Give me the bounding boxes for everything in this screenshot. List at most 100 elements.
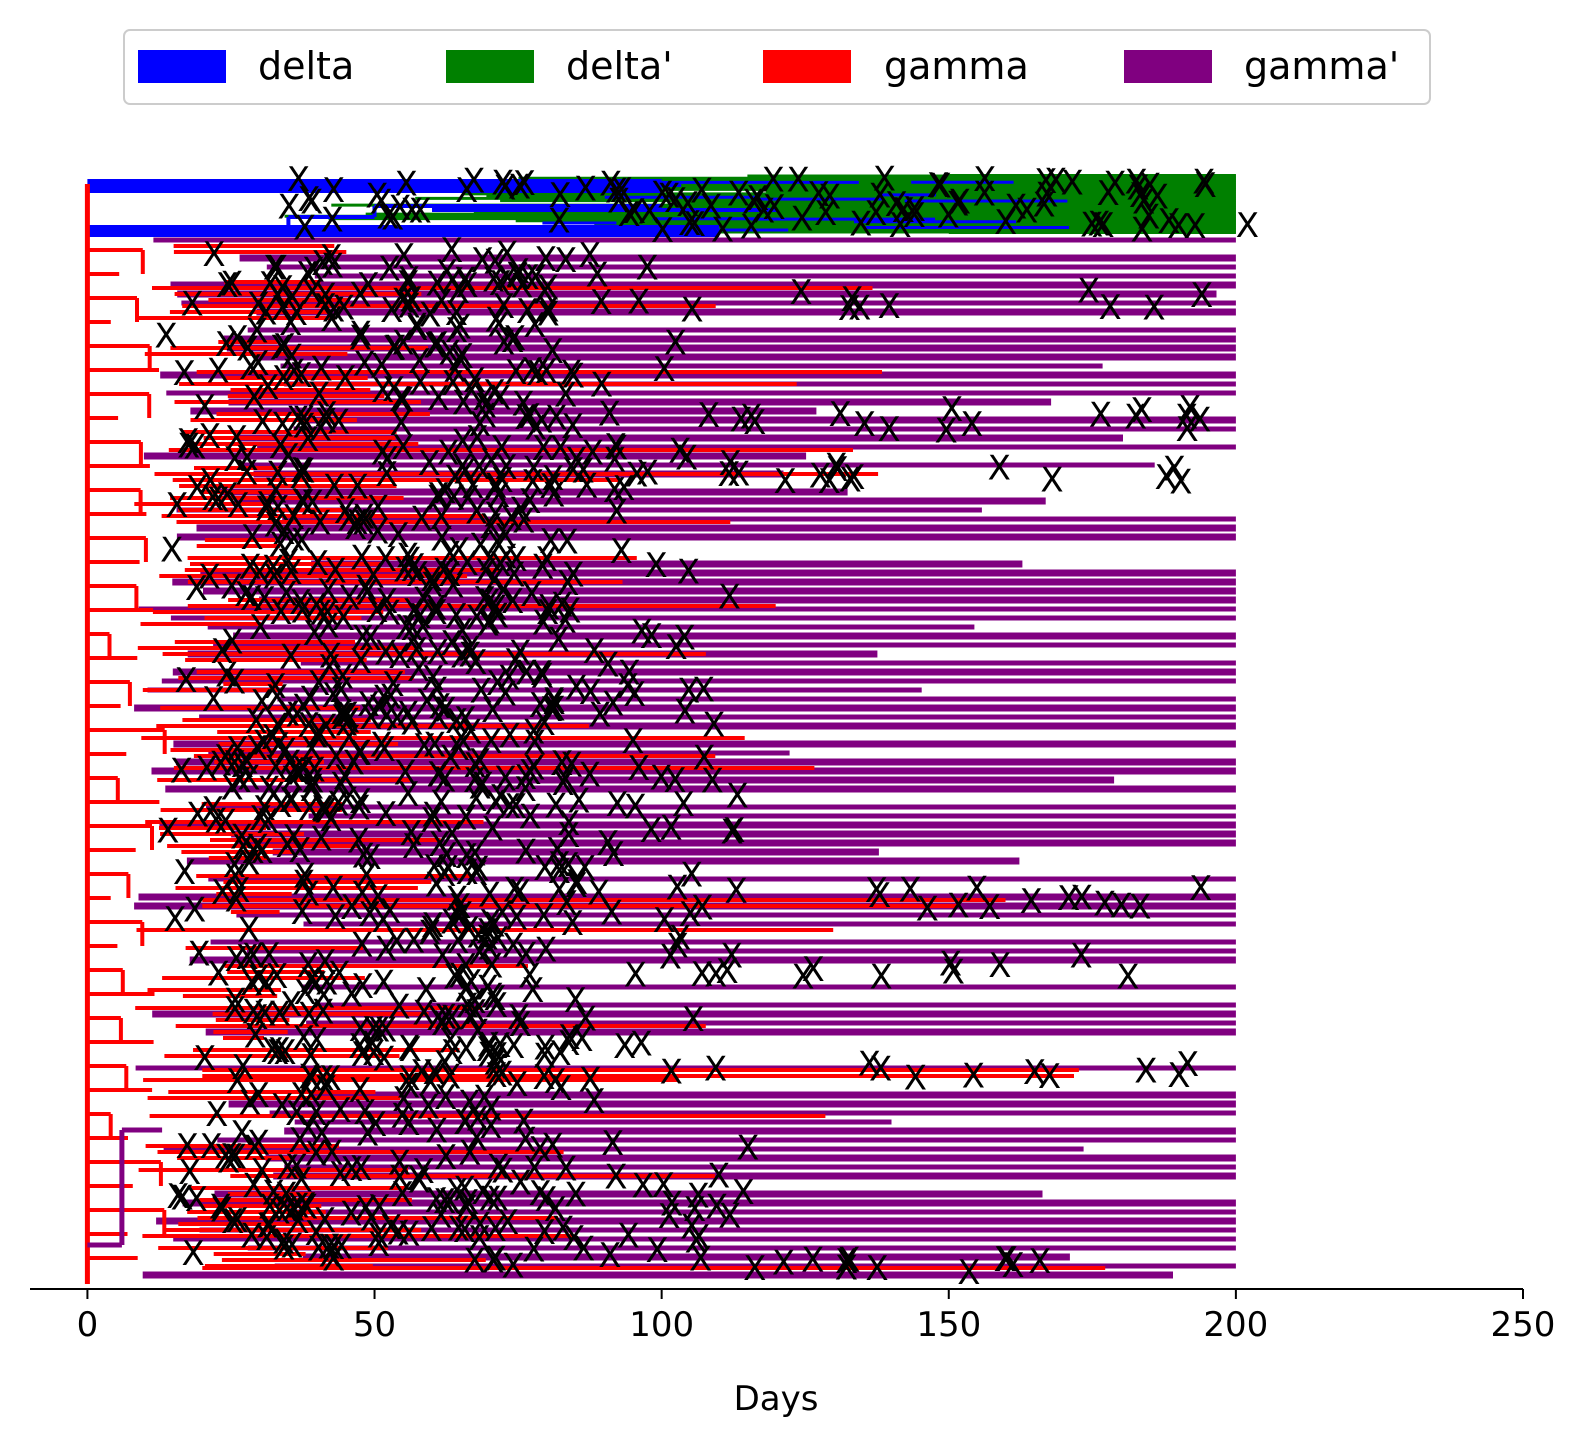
event-marker: X: [535, 540, 558, 580]
event-marker: X: [290, 1076, 313, 1116]
event-marker: X: [402, 621, 425, 661]
event-marker: X: [349, 319, 372, 359]
event-marker: X: [512, 1102, 535, 1142]
event-marker: X: [248, 554, 271, 594]
event-marker: X: [549, 1069, 572, 1109]
event-marker: X: [824, 446, 847, 486]
event-marker: X: [335, 780, 358, 820]
event-marker: X: [690, 888, 713, 928]
event-marker: X: [316, 593, 339, 633]
event-marker: X: [458, 1083, 481, 1123]
event-marker: X: [720, 812, 743, 852]
event-marker: X: [929, 167, 952, 207]
event-marker: X: [298, 789, 321, 829]
event-marker: X: [418, 914, 441, 954]
event-marker: X: [514, 770, 537, 810]
event-marker: X: [289, 583, 312, 623]
event-marker: X: [374, 633, 397, 673]
event-marker: X: [491, 1152, 514, 1192]
event-marker: X: [467, 916, 490, 956]
event-marker: X: [942, 953, 965, 993]
legend-swatch-gamma-prime: [1124, 50, 1212, 83]
event-marker: X: [630, 613, 653, 653]
event-marker: X: [370, 725, 393, 765]
event-marker: X: [965, 870, 988, 910]
event-marker: X: [286, 1186, 309, 1226]
event-marker: X: [279, 985, 302, 1025]
event-marker: X: [308, 715, 331, 755]
event-marker: X: [454, 970, 477, 1010]
event-marker: X: [223, 663, 246, 703]
event-marker: X: [646, 1231, 669, 1271]
event-marker: X: [264, 749, 287, 789]
event-marker: X: [311, 993, 334, 1033]
event-marker: X: [246, 828, 269, 868]
event-marker: X: [485, 1048, 508, 1088]
event-marker: X: [324, 898, 347, 938]
event-marker: X: [322, 171, 345, 211]
event-marker: X: [1096, 174, 1119, 214]
event-marker: X: [247, 1076, 270, 1116]
event-marker: X: [507, 252, 530, 292]
event-marker: X: [454, 1103, 477, 1143]
event-marker: X: [603, 441, 626, 481]
event-marker: X: [471, 241, 494, 281]
event-marker: X: [423, 848, 446, 888]
event-marker: X: [214, 1138, 237, 1178]
event-marker: X: [532, 897, 555, 937]
event-marker: X: [186, 795, 209, 835]
event-marker: X: [410, 500, 433, 540]
event-marker: X: [270, 328, 293, 368]
event-marker: X: [210, 632, 233, 672]
event-marker: X: [391, 1097, 414, 1137]
event-marker: X: [562, 357, 585, 397]
event-marker: X: [388, 1159, 411, 1199]
event-marker: X: [166, 1177, 189, 1217]
event-marker: X: [476, 919, 499, 959]
event-marker: X: [333, 758, 356, 798]
event-marker: X: [332, 599, 355, 639]
event-marker: X: [484, 1056, 507, 1096]
event-marker: X: [720, 936, 743, 976]
event-marker: X: [564, 981, 587, 1021]
event-marker: X: [533, 1036, 556, 1076]
event-marker: X: [865, 1249, 888, 1289]
event-marker: X: [282, 520, 305, 560]
event-marker: X: [226, 730, 249, 770]
event-marker: X: [173, 354, 196, 394]
legend-label-delta-prime: delta': [566, 44, 673, 88]
event-marker: X: [638, 193, 661, 233]
event-marker: X: [574, 1000, 597, 1040]
event-marker: X: [273, 327, 296, 367]
event-marker: X: [327, 785, 350, 825]
event-marker: X: [660, 1184, 683, 1224]
event-marker: X: [683, 205, 706, 245]
event-marker: X: [518, 753, 541, 793]
event-marker: X: [554, 1149, 577, 1189]
event-marker: X: [424, 593, 447, 633]
event-marker: X: [274, 731, 297, 771]
event-marker: X: [1044, 162, 1067, 202]
event-marker: X: [237, 910, 260, 950]
event-marker: X: [550, 744, 573, 784]
event-marker: X: [485, 986, 508, 1026]
event-marker: X: [1069, 937, 1092, 977]
event-marker: X: [1157, 202, 1180, 242]
event-marker: X: [319, 1059, 342, 1099]
event-marker: X: [489, 778, 512, 818]
event-marker: X: [206, 352, 229, 392]
event-marker: X: [224, 1138, 247, 1178]
event-marker: X: [264, 471, 287, 511]
event-marker: X: [699, 187, 722, 227]
event-marker: X: [502, 1027, 525, 1067]
event-marker: X: [701, 761, 724, 801]
event-marker: X: [316, 572, 339, 612]
event-marker: X: [612, 469, 635, 509]
event-marker: X: [692, 670, 715, 710]
event-marker: X: [226, 1062, 249, 1102]
event-marker: X: [334, 492, 357, 532]
event-marker: X: [334, 359, 357, 399]
event-marker: X: [578, 236, 601, 276]
event-marker: X: [262, 1173, 285, 1213]
event-marker: X: [486, 920, 509, 960]
